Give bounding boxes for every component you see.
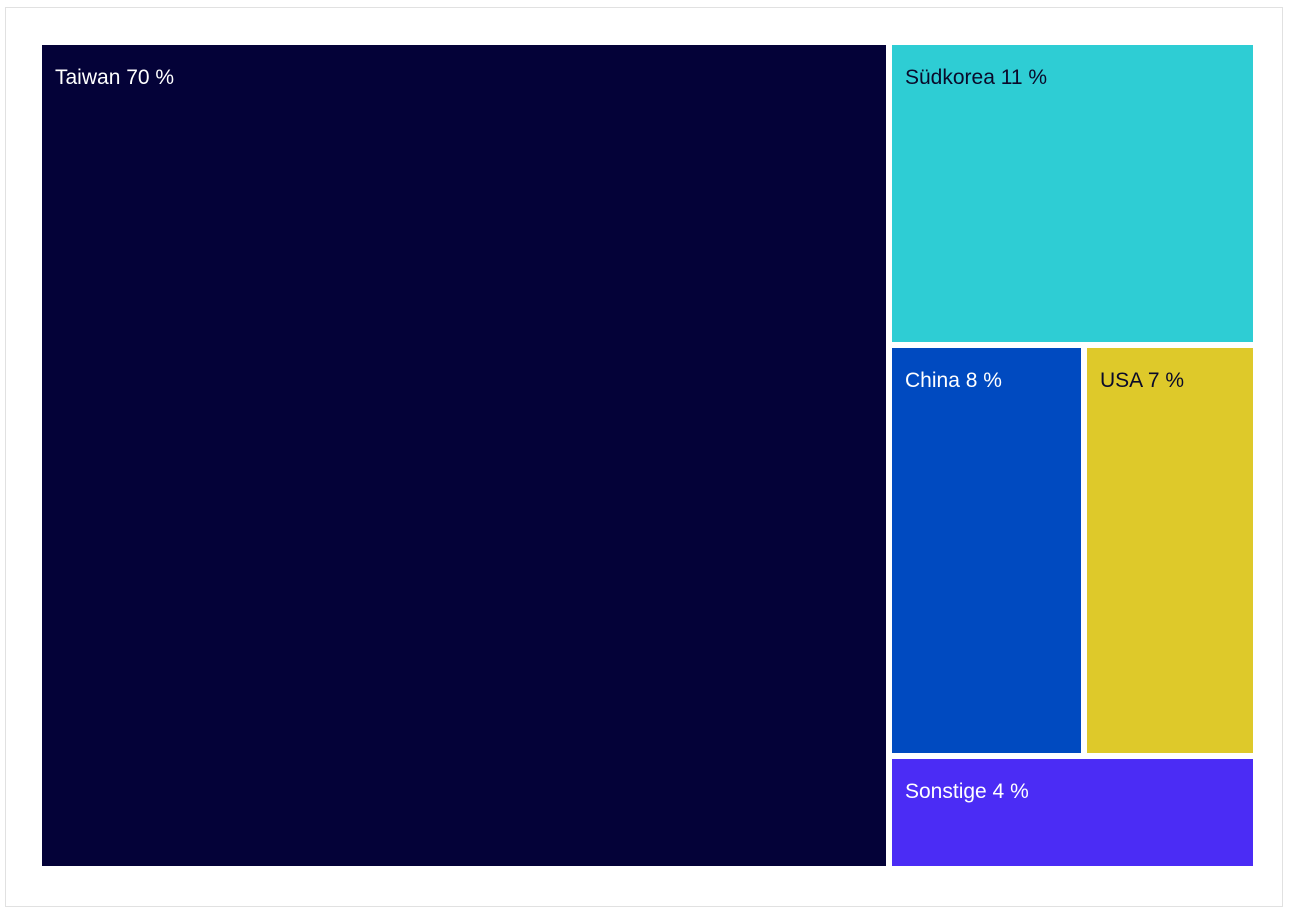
treemap-cell-taiwan: Taiwan 70 %: [42, 45, 886, 866]
treemap-label-usa: USA 7 %: [1100, 369, 1184, 392]
treemap-cell-sonstige: Sonstige 4 %: [892, 759, 1253, 866]
treemap-rect-china: [892, 348, 1081, 753]
treemap-label-südkorea: Südkorea 11 %: [905, 66, 1047, 89]
treemap-cell-südkorea: Südkorea 11 %: [892, 45, 1253, 342]
treemap-rect-usa: [1087, 348, 1253, 753]
treemap-label-china: China 8 %: [905, 369, 1002, 392]
treemap-cell-china: China 8 %: [892, 348, 1081, 753]
treemap-rect-taiwan: [42, 45, 886, 866]
treemap-label-taiwan: Taiwan 70 %: [55, 66, 174, 89]
treemap-cell-usa: USA 7 %: [1087, 348, 1253, 753]
treemap-label-sonstige: Sonstige 4 %: [905, 780, 1029, 803]
treemap-rect-sonstige: [892, 759, 1253, 866]
treemap-rect-südkorea: [892, 45, 1253, 342]
